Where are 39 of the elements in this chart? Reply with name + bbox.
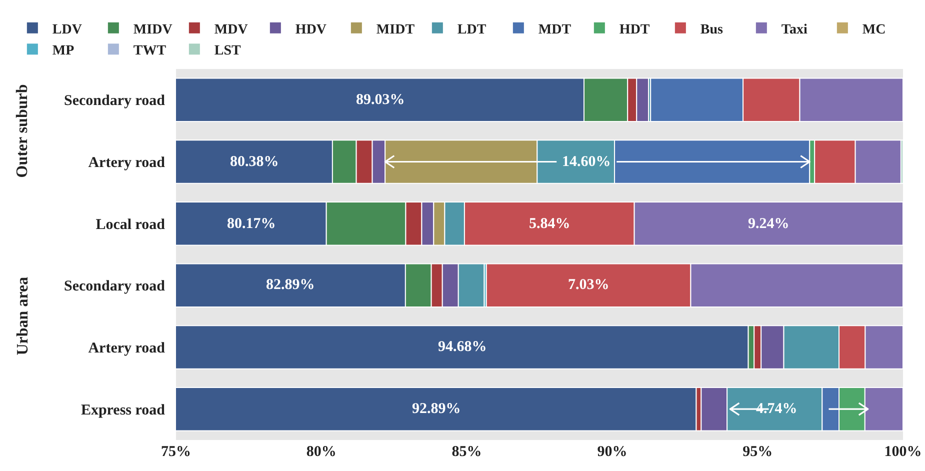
data-label: 80.38% bbox=[230, 154, 279, 170]
x-tick-label: 100% bbox=[884, 444, 922, 460]
y-tick-label: Artery road bbox=[88, 155, 166, 171]
y-tick-label: Express road bbox=[80, 402, 166, 418]
data-label: 92.89% bbox=[412, 401, 461, 417]
annotation: 4.74% bbox=[756, 401, 798, 417]
legend-label: MIDV bbox=[133, 22, 172, 38]
text: Urban area bbox=[14, 276, 32, 356]
legend-label: MIDT bbox=[376, 22, 416, 38]
legend-label: MP bbox=[52, 44, 75, 59]
x-tick-label: 75% bbox=[161, 444, 191, 460]
y-tick-label: Secondary road bbox=[64, 93, 166, 110]
y-tick-label: Artery road bbox=[88, 340, 166, 356]
data-label: 82.89% bbox=[266, 277, 315, 293]
data-label: 94.68% bbox=[438, 339, 487, 355]
data-label: 7.03% bbox=[568, 277, 610, 293]
legend-label: MDT bbox=[538, 22, 572, 38]
legend-label: HDV bbox=[295, 22, 327, 38]
x-tick-label: 85% bbox=[452, 444, 482, 460]
data-label: 80.17% bbox=[227, 216, 276, 232]
y-tick-label: Local road bbox=[96, 216, 166, 233]
x-tick-label: 90% bbox=[597, 444, 628, 460]
annotation: 14.60% bbox=[562, 154, 611, 170]
data-label: 9.24% bbox=[748, 216, 790, 232]
y-tick-label: Secondary road bbox=[64, 278, 166, 295]
data-label: 5.84% bbox=[529, 216, 570, 232]
x-tick-label: 95% bbox=[742, 444, 773, 460]
text: Outer suburb bbox=[14, 84, 32, 178]
legend-label: LDV bbox=[52, 22, 82, 38]
data-label: 89.03% bbox=[356, 92, 405, 108]
legend-label: TWT bbox=[133, 44, 167, 59]
x-tick-label: 80% bbox=[306, 444, 336, 460]
legend-label: LDT bbox=[457, 22, 487, 38]
legend-label: Taxi bbox=[781, 22, 808, 38]
legend-label: HDT bbox=[619, 22, 650, 38]
legend-label: Bus bbox=[700, 22, 724, 38]
legend-label: LST bbox=[214, 44, 242, 59]
legend-label: MDV bbox=[214, 22, 248, 38]
legend-label: MC bbox=[862, 22, 886, 38]
